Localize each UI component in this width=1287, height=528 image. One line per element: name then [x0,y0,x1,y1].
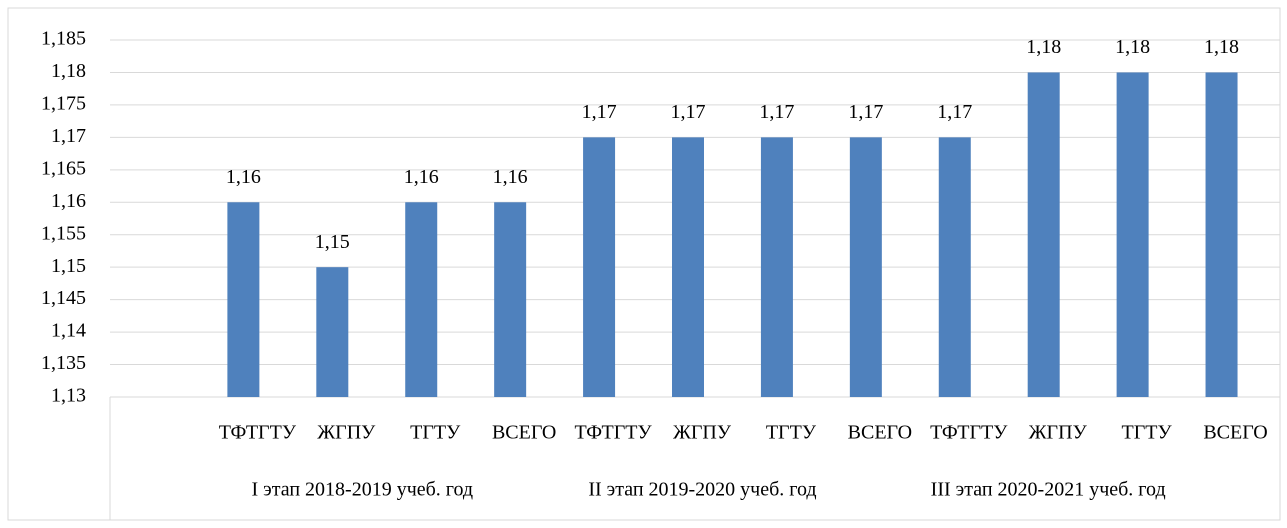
x-tick-label: ТФТГТУ [219,422,297,444]
data-label: 1,17 [582,101,617,123]
bar [316,267,349,397]
x-tick-label: ЖГПУ [317,422,376,444]
data-label: 1,17 [759,101,794,123]
bar [760,137,793,397]
data-label: 1,16 [404,166,439,188]
group-label: II этап 2019-2020 учеб. год [588,479,816,501]
bar [938,137,971,397]
y-tick-label: 1,145 [41,287,86,309]
y-tick-label: 1,135 [41,352,86,374]
bar [672,137,704,397]
x-tick-label: ВСЕГО [492,422,556,444]
data-label: 1,17 [671,101,706,123]
bar [405,202,438,397]
y-tick-label: 1,175 [41,93,86,115]
data-label: 1,16 [226,166,261,188]
x-tick-label: ТГТУ [1122,422,1173,444]
bar [1116,72,1149,398]
y-tick-label: 1,14 [51,320,86,342]
group-label: III этап 2020-2021 учеб. год [931,479,1166,501]
data-label: 1,17 [848,101,883,123]
data-label: 1,18 [1026,36,1061,58]
y-tick-label: 1,13 [51,385,86,407]
x-tick-label: ТФТГТУ [930,422,1008,444]
y-tick-label: 1,165 [41,157,86,179]
x-tick-label: ТГТУ [410,422,461,444]
data-label: 1,17 [937,101,972,123]
chart-border [7,7,1281,521]
data-label: 1,16 [493,166,528,188]
x-tick-label: ЖГПУ [1029,422,1088,444]
y-tick-label: 1,18 [51,60,86,82]
bar [849,137,882,397]
x-tick-label: ТГТУ [766,422,817,444]
y-tick-label: 1,185 [41,28,86,50]
bar [1027,72,1060,398]
bar [583,137,616,397]
bar [1205,72,1238,398]
y-tick-label: 1,16 [51,190,86,212]
bar [494,202,527,397]
group-label: I этап 2018-2019 учеб. год [251,479,473,501]
y-tick-label: 1,15 [51,255,86,277]
x-tick-label: ЖГПУ [673,422,732,444]
y-tick-label: 1,155 [41,222,86,244]
data-label: 1,15 [315,231,350,253]
y-tick-label: 1,17 [51,125,86,147]
data-label: 1,18 [1204,36,1239,58]
x-tick-label: ВСЕГО [1203,422,1267,444]
bar [227,202,260,397]
x-tick-label: ВСЕГО [848,422,912,444]
x-tick-label: ТФТГТУ [574,422,652,444]
data-label: 1,18 [1115,36,1150,58]
